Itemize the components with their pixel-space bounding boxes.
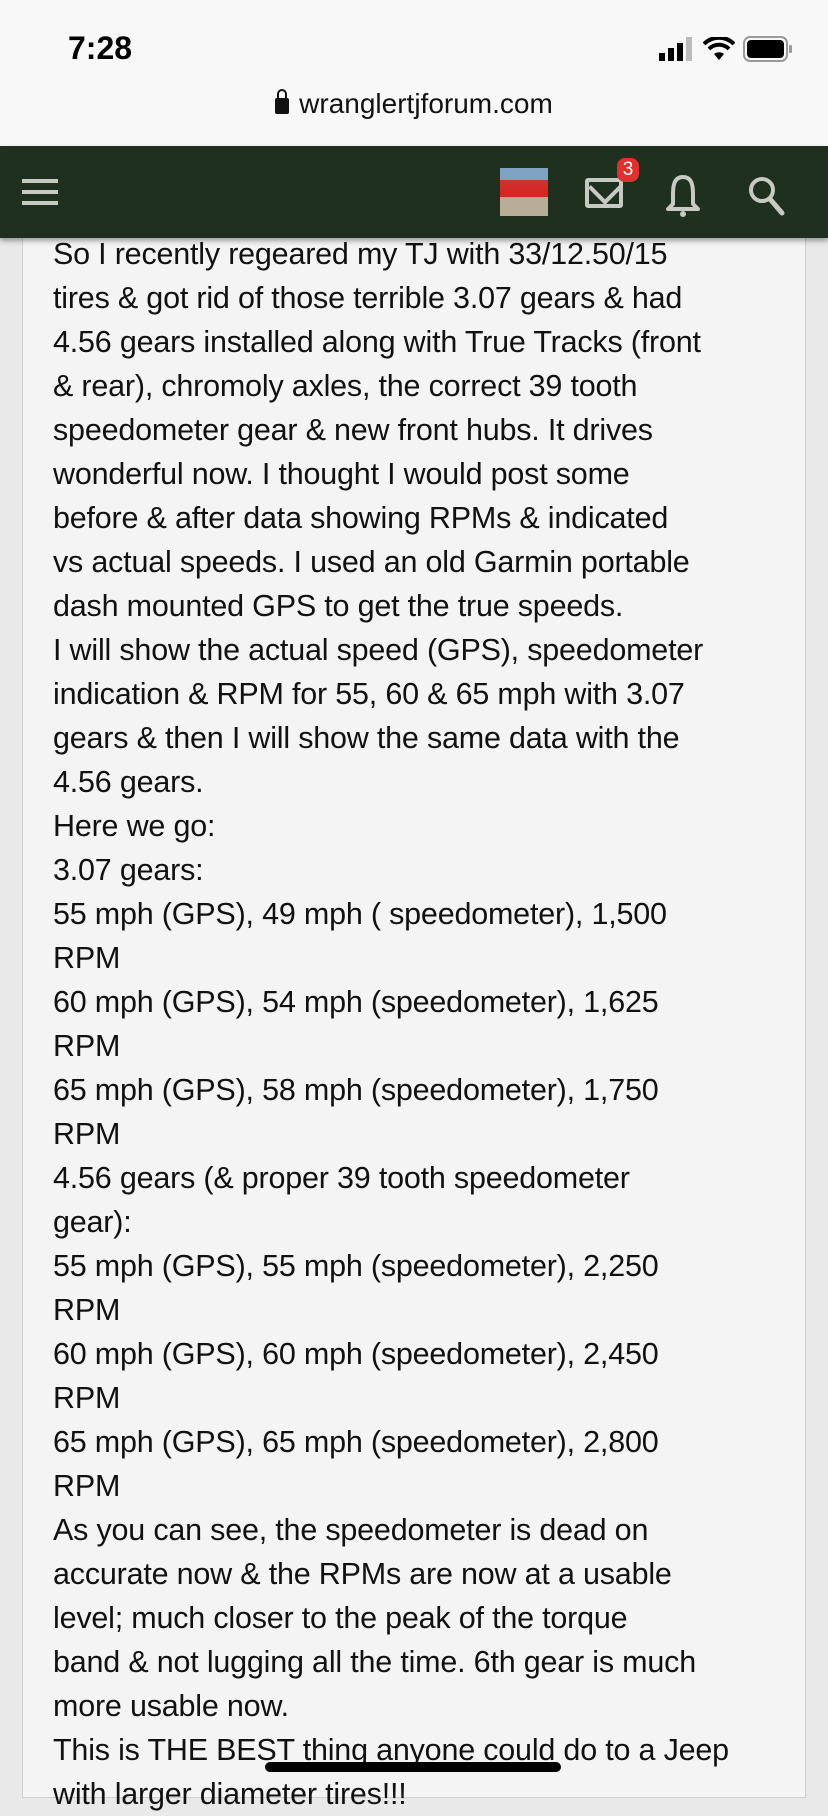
post-line: gear): xyxy=(53,1205,132,1239)
post-line: 65 mph (GPS), 65 mph (speedometer), 2,80… xyxy=(53,1425,659,1459)
menu-icon[interactable] xyxy=(22,179,58,212)
url-text: wranglertjforum.com xyxy=(299,88,553,119)
cellular-signal-icon xyxy=(659,37,692,61)
post-line: tires & got rid of those terrible 3.07 g… xyxy=(53,281,683,315)
post-line: 60 mph (GPS), 60 mph (speedometer), 2,45… xyxy=(53,1337,659,1371)
wifi-icon xyxy=(703,37,735,60)
post-line: band & not lugging all the time. 6th gea… xyxy=(53,1645,696,1679)
post-line: 60 mph (GPS), 54 mph (speedometer), 1,62… xyxy=(53,985,659,1019)
status-bar: 7:28 wranglertjforum.com xyxy=(0,0,828,146)
mail-icon[interactable] xyxy=(585,178,623,208)
post-line: So I recently regeared my TJ with 33/12.… xyxy=(53,237,668,271)
post-line: with larger diameter tires!!! xyxy=(53,1777,407,1811)
post-line: Here we go: xyxy=(53,809,216,843)
post-line: RPM xyxy=(53,1117,121,1151)
post-line: RPM xyxy=(53,1469,121,1503)
post-line: 3.07 gears: xyxy=(53,853,204,887)
bell-icon[interactable] xyxy=(665,174,701,218)
search-icon[interactable] xyxy=(746,174,786,218)
post-line: 65 mph (GPS), 58 mph (speedometer), 1,75… xyxy=(53,1073,659,1107)
post-line: & rear), chromoly axles, the correct 39 … xyxy=(53,369,638,403)
address-bar[interactable]: wranglertjforum.com xyxy=(0,88,828,120)
lock-icon xyxy=(275,89,290,114)
clock: 7:28 xyxy=(68,30,133,66)
post-line: 55 mph (GPS), 49 mph ( speedometer), 1,5… xyxy=(53,897,667,931)
post-line: more usable now. xyxy=(53,1689,289,1723)
post-line: RPM xyxy=(53,1381,121,1415)
post-line: gears & then I will show the same data w… xyxy=(53,721,680,755)
post-line: This is THE BEST thing anyone could do t… xyxy=(53,1733,729,1767)
post-line: 4.56 gears (& proper 39 tooth speedomete… xyxy=(53,1161,630,1195)
post-line: before & after data showing RPMs & indic… xyxy=(53,501,669,535)
post-line: RPM xyxy=(53,1029,121,1063)
post-line: 4.56 gears installed along with True Tra… xyxy=(53,325,701,359)
mail-badge: 3 xyxy=(617,158,639,182)
post-line: wonderful now. I thought I would post so… xyxy=(53,457,630,491)
post-line: As you can see, the speedometer is dead … xyxy=(53,1513,649,1547)
post-line: vs actual speeds. I used an old Garmin p… xyxy=(53,545,690,579)
post-line: 55 mph (GPS), 55 mph (speedometer), 2,25… xyxy=(53,1249,659,1283)
home-indicator[interactable] xyxy=(265,1762,561,1772)
battery-icon xyxy=(743,36,792,62)
post-line: dash mounted GPS to get the true speeds. xyxy=(53,589,624,623)
post-line: accurate now & the RPMs are now at a usa… xyxy=(53,1557,672,1591)
post-line: RPM xyxy=(53,941,121,975)
post-content: So I recently regeared my TJ with 33/12.… xyxy=(22,237,806,1811)
post-line: RPM xyxy=(53,1293,121,1327)
forum-navbar: 3 xyxy=(0,146,828,238)
post-line: indication & RPM for 55, 60 & 65 mph wit… xyxy=(53,677,685,711)
post-body: So I recently regeared my TJ with 33/12.… xyxy=(53,232,729,1816)
post-line: speedometer gear & new front hubs. It dr… xyxy=(53,413,653,447)
post-line: level; much closer to the peak of the to… xyxy=(53,1601,628,1635)
post-line: I will show the actual speed (GPS), spee… xyxy=(53,633,704,667)
post-line: 4.56 gears. xyxy=(53,765,204,799)
avatar[interactable] xyxy=(500,168,548,216)
